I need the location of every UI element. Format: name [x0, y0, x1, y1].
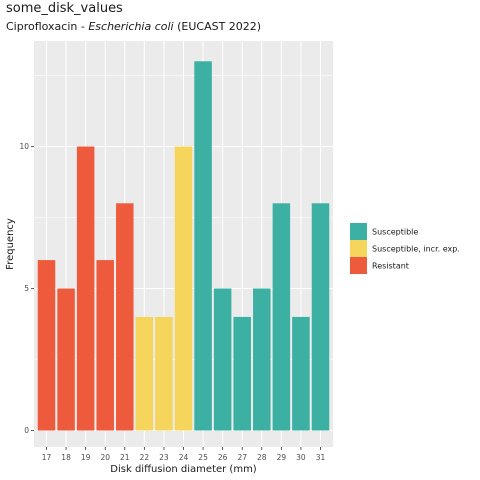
bars [37, 61, 330, 431]
subtitle-guideline: (EUCAST 2022) [173, 20, 262, 33]
subtitle-organism: Escherichia coli [88, 20, 174, 33]
legend-label: Susceptible [372, 228, 418, 237]
y-axis-title: Frequency [5, 218, 16, 270]
chart-title: some_disk_values [6, 1, 123, 16]
bar-27 [233, 316, 251, 431]
bar-29 [272, 203, 291, 431]
x-axis: 17 18 19 20 21 22 23 24 25 26 27 28 29 30 31 [42, 447, 326, 462]
x-tick-label: 27 [237, 453, 247, 462]
bar-26 [213, 288, 232, 431]
bar-17 [37, 260, 56, 431]
x-tick-label: 30 [296, 453, 306, 462]
x-tick-label: 21 [120, 453, 130, 462]
x-tick-label: 29 [277, 453, 287, 462]
y-tick-label: 5 [24, 284, 29, 293]
bar-23 [155, 316, 173, 431]
legend-label: Susceptible, incr. exp. [372, 245, 460, 254]
bar-30 [292, 316, 310, 431]
bar-25 [194, 61, 212, 431]
x-tick-label: 19 [81, 453, 91, 462]
x-tick-label: 28 [257, 453, 267, 462]
legend-key [350, 223, 367, 240]
legend: Susceptible Susceptible, incr. exp. Resist… [350, 223, 460, 274]
y-axis: 0 5 10 [19, 142, 34, 435]
legend-key [350, 240, 367, 257]
x-tick-label: 23 [159, 453, 169, 462]
bar-19 [76, 146, 95, 431]
chart-subtitle: Ciprofloxacin - Escherichia coli (EUCAST… [6, 20, 261, 33]
x-tick-label: 25 [198, 453, 208, 462]
bar-24 [174, 146, 193, 431]
bar-31 [311, 203, 330, 431]
legend-key [350, 257, 367, 274]
x-tick-label: 18 [61, 453, 71, 462]
bar-22 [135, 316, 154, 431]
bar-20 [96, 260, 114, 431]
bar-28 [253, 288, 271, 431]
legend-label: Resistant [372, 262, 409, 271]
subtitle-antibiotic: Ciprofloxacin - [6, 20, 89, 33]
x-tick-label: 24 [179, 453, 189, 462]
x-tick-label: 22 [140, 453, 150, 462]
x-tick-label: 17 [42, 453, 52, 462]
bar-21 [116, 203, 134, 431]
x-tick-label: 31 [316, 453, 326, 462]
bar-18 [57, 288, 75, 431]
x-tick-label: 20 [100, 453, 110, 462]
x-axis-title: Disk diffusion diameter (mm) [110, 464, 257, 475]
x-tick-label: 26 [218, 453, 228, 462]
y-tick-label: 0 [24, 426, 29, 435]
y-tick-label: 10 [19, 142, 29, 151]
